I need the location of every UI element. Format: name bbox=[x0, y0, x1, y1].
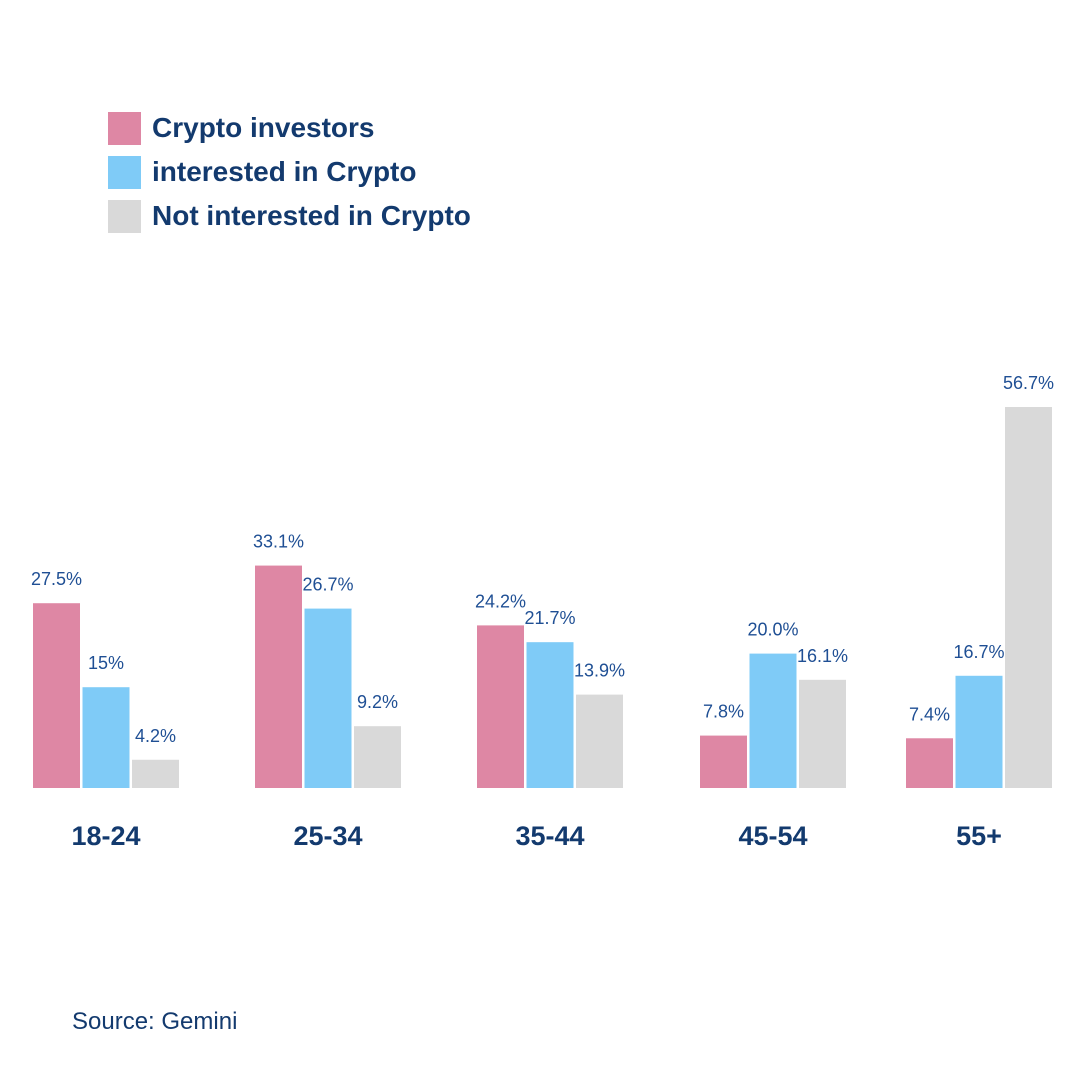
legend-item-not-interested: Not interested in Crypto bbox=[108, 194, 471, 238]
legend-label-crypto-investors: Crypto investors bbox=[152, 112, 375, 143]
bar-not-interested-25-34 bbox=[354, 726, 401, 788]
legend-label-not-interested: Not interested in Crypto bbox=[152, 200, 471, 231]
value-label-interested-18-24: 15% bbox=[88, 653, 124, 673]
legend-item-crypto-investors: Crypto investors bbox=[108, 106, 471, 150]
bar-interested-45-54 bbox=[749, 653, 797, 788]
category-label-35-44: 35-44 bbox=[515, 821, 584, 851]
bar-interested-18-24 bbox=[82, 687, 130, 788]
legend-label-interested: interested in Crypto bbox=[152, 156, 417, 187]
bar-crypto-investors-18-24 bbox=[33, 603, 80, 788]
bar-crypto-investors-45-54 bbox=[700, 735, 747, 788]
bar-not-interested-45-54 bbox=[799, 679, 846, 788]
legend-swatch-crypto-investors bbox=[108, 111, 141, 145]
value-label-not-interested-25-34: 9.2% bbox=[357, 692, 398, 712]
bar-not-interested-18-24 bbox=[132, 759, 179, 788]
bar-crypto-investors-35-44 bbox=[477, 625, 524, 788]
legend: Crypto investors interested in Crypto No… bbox=[108, 106, 471, 238]
value-label-interested-55+: 16.7% bbox=[953, 642, 1004, 662]
category-label-55+: 55+ bbox=[956, 821, 1002, 851]
value-label-crypto-investors-55+: 7.4% bbox=[909, 704, 950, 724]
bar-not-interested-55+ bbox=[1005, 407, 1052, 788]
category-label-18-24: 18-24 bbox=[71, 821, 140, 851]
value-label-not-interested-45-54: 16.1% bbox=[797, 646, 848, 666]
value-label-crypto-investors-45-54: 7.8% bbox=[703, 702, 744, 722]
bar-crypto-investors-55+ bbox=[906, 738, 953, 788]
value-label-not-interested-55+: 56.7% bbox=[1003, 373, 1054, 393]
value-label-interested-35-44: 21.7% bbox=[524, 608, 575, 628]
value-label-interested-25-34: 26.7% bbox=[302, 575, 353, 595]
bar-not-interested-35-44 bbox=[576, 694, 623, 788]
bar-interested-25-34 bbox=[304, 608, 352, 788]
legend-item-interested: interested in Crypto bbox=[108, 150, 471, 194]
source-note: Source: Gemini bbox=[72, 1008, 238, 1035]
bar-interested-35-44 bbox=[526, 642, 574, 788]
value-label-not-interested-18-24: 4.2% bbox=[135, 726, 176, 746]
value-label-not-interested-35-44: 13.9% bbox=[574, 661, 625, 681]
value-label-interested-45-54: 20.0% bbox=[747, 620, 798, 640]
category-label-25-34: 25-34 bbox=[293, 821, 362, 851]
bar-interested-55+ bbox=[955, 675, 1003, 788]
legend-swatch-interested bbox=[108, 155, 141, 189]
value-label-crypto-investors-25-34: 33.1% bbox=[253, 532, 304, 552]
category-label-45-54: 45-54 bbox=[738, 821, 807, 851]
legend-swatch-not-interested bbox=[108, 199, 141, 233]
bar-crypto-investors-25-34 bbox=[255, 565, 302, 788]
value-label-crypto-investors-35-44: 24.2% bbox=[475, 591, 526, 611]
value-label-crypto-investors-18-24: 27.5% bbox=[31, 569, 82, 589]
